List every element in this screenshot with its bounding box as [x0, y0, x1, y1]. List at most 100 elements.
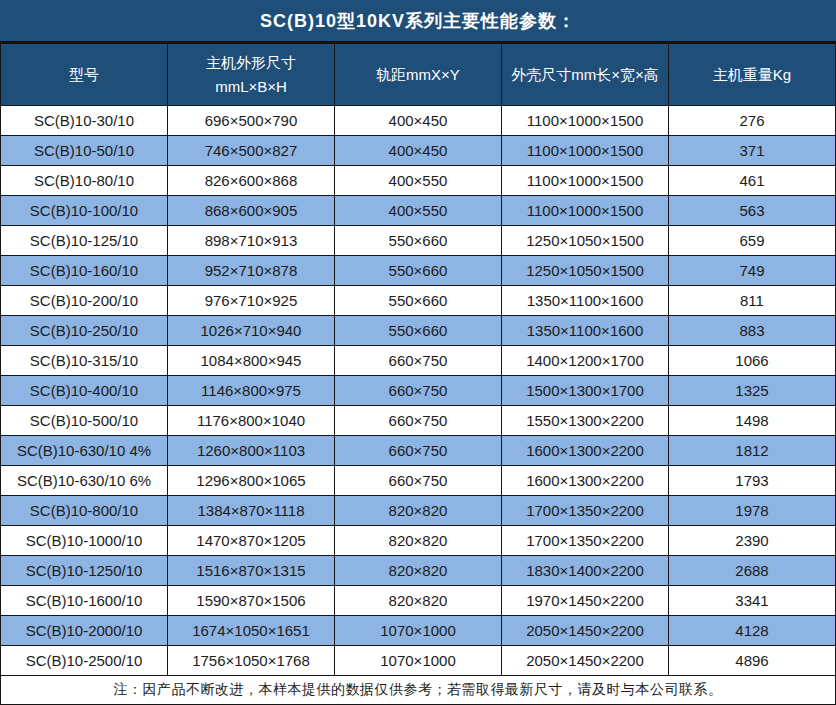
- table-row: SC(B)10-100/10868×600×905400×5501100×100…: [1, 196, 836, 226]
- cell-unit-dimensions: 1384×870×1118: [168, 496, 335, 526]
- cell-weight: 883: [669, 316, 836, 346]
- cell-model: SC(B)10-800/10: [1, 496, 168, 526]
- cell-rail-gauge: 820×820: [335, 526, 502, 556]
- cell-shell-dimensions: 2050×1450×2200: [502, 646, 669, 676]
- cell-weight: 811: [669, 286, 836, 316]
- cell-unit-dimensions: 1674×1050×1651: [168, 616, 335, 646]
- cell-model: SC(B)10-100/10: [1, 196, 168, 226]
- cell-rail-gauge: 550×660: [335, 316, 502, 346]
- table-row: SC(B)10-500/101176×800×1040660×7501550×1…: [1, 406, 836, 436]
- table-row: SC(B)10-400/101146×800×975660×7501500×13…: [1, 376, 836, 406]
- cell-model: SC(B)10-30/10: [1, 106, 168, 136]
- cell-shell-dimensions: 1830×1400×2200: [502, 556, 669, 586]
- cell-unit-dimensions: 1084×800×945: [168, 346, 335, 376]
- cell-rail-gauge: 660×750: [335, 376, 502, 406]
- table-row: SC(B)10-2000/101674×1050×16511070×100020…: [1, 616, 836, 646]
- header-row: 型号 主机外形尺寸 mmL×B×H 轨距mmX×Y 外壳尺寸mm长×宽×高 主机…: [1, 44, 836, 106]
- cell-unit-dimensions: 1176×800×1040: [168, 406, 335, 436]
- cell-unit-dimensions: 1260×800×1103: [168, 436, 335, 466]
- cell-weight: 1325: [669, 376, 836, 406]
- table-row: SC(B)10-200/10976×710×925550×6601350×110…: [1, 286, 836, 316]
- note-row: 注：因产品不断改进，本样本提供的数据仅供参考；若需取得最新尺寸，请及时与本公司联…: [1, 676, 836, 705]
- cell-rail-gauge: 660×750: [335, 436, 502, 466]
- table-row: SC(B)10-160/10952×710×878550×6601250×105…: [1, 256, 836, 286]
- table-row: SC(B)10-630/10 4%1260×800×1103660×750160…: [1, 436, 836, 466]
- cell-weight: 3341: [669, 586, 836, 616]
- table-row: SC(B)10-250/101026×710×940550×6601350×11…: [1, 316, 836, 346]
- cell-unit-dimensions: 976×710×925: [168, 286, 335, 316]
- cell-unit-dimensions: 696×500×790: [168, 106, 335, 136]
- cell-rail-gauge: 400×550: [335, 166, 502, 196]
- table-row: SC(B)10-30/10696×500×790400×4501100×1000…: [1, 106, 836, 136]
- cell-weight: 371: [669, 136, 836, 166]
- cell-weight: 2688: [669, 556, 836, 586]
- cell-weight: 1498: [669, 406, 836, 436]
- table-body: SC(B)10-30/10696×500×790400×4501100×1000…: [1, 106, 836, 676]
- cell-unit-dimensions: 952×710×878: [168, 256, 335, 286]
- table-row: SC(B)10-800/101384×870×1118820×8201700×1…: [1, 496, 836, 526]
- cell-shell-dimensions: 2050×1450×2200: [502, 616, 669, 646]
- cell-unit-dimensions: 1516×870×1315: [168, 556, 335, 586]
- cell-model: SC(B)10-200/10: [1, 286, 168, 316]
- cell-weight: 4896: [669, 646, 836, 676]
- cell-weight: 4128: [669, 616, 836, 646]
- cell-model: SC(B)10-500/10: [1, 406, 168, 436]
- cell-unit-dimensions: 1146×800×975: [168, 376, 335, 406]
- cell-weight: 659: [669, 226, 836, 256]
- header-model: 型号: [1, 44, 168, 106]
- cell-weight: 563: [669, 196, 836, 226]
- cell-shell-dimensions: 1600×1300×2200: [502, 436, 669, 466]
- cell-rail-gauge: 660×750: [335, 406, 502, 436]
- cell-rail-gauge: 1070×1000: [335, 646, 502, 676]
- cell-model: SC(B)10-400/10: [1, 376, 168, 406]
- cell-unit-dimensions: 1590×870×1506: [168, 586, 335, 616]
- table-row: SC(B)10-50/10746×500×827400×4501100×1000…: [1, 136, 836, 166]
- cell-rail-gauge: 820×820: [335, 586, 502, 616]
- cell-weight: 1978: [669, 496, 836, 526]
- cell-weight: 1793: [669, 466, 836, 496]
- spec-table: 型号 主机外形尺寸 mmL×B×H 轨距mmX×Y 外壳尺寸mm长×宽×高 主机…: [0, 43, 836, 705]
- table-row: SC(B)10-1250/101516×870×1315820×8201830×…: [1, 556, 836, 586]
- cell-rail-gauge: 400×550: [335, 196, 502, 226]
- table-header: 型号 主机外形尺寸 mmL×B×H 轨距mmX×Y 外壳尺寸mm长×宽×高 主机…: [1, 44, 836, 106]
- cell-rail-gauge: 400×450: [335, 136, 502, 166]
- table-row: SC(B)10-125/10898×710×913550×6601250×105…: [1, 226, 836, 256]
- cell-unit-dimensions: 1470×870×1205: [168, 526, 335, 556]
- cell-model: SC(B)10-250/10: [1, 316, 168, 346]
- cell-rail-gauge: 550×660: [335, 226, 502, 256]
- table-row: SC(B)10-1600/101590×870×1506820×8201970×…: [1, 586, 836, 616]
- cell-shell-dimensions: 1250×1050×1500: [502, 226, 669, 256]
- cell-shell-dimensions: 1500×1300×1700: [502, 376, 669, 406]
- cell-unit-dimensions: 1296×800×1065: [168, 466, 335, 496]
- cell-weight: 1066: [669, 346, 836, 376]
- cell-shell-dimensions: 1700×1350×2200: [502, 496, 669, 526]
- header-unit-dimensions: 主机外形尺寸 mmL×B×H: [168, 44, 335, 106]
- cell-unit-dimensions: 1026×710×940: [168, 316, 335, 346]
- cell-shell-dimensions: 1550×1300×2200: [502, 406, 669, 436]
- cell-model: SC(B)10-1000/10: [1, 526, 168, 556]
- cell-model: SC(B)10-2000/10: [1, 616, 168, 646]
- cell-model: SC(B)10-1250/10: [1, 556, 168, 586]
- page-title: SC(B)10型10KV系列主要性能参数：: [0, 0, 836, 43]
- cell-unit-dimensions: 826×600×868: [168, 166, 335, 196]
- table-row: SC(B)10-315/101084×800×945660×7501400×12…: [1, 346, 836, 376]
- header-rail-gauge: 轨距mmX×Y: [335, 44, 502, 106]
- cell-model: SC(B)10-630/10 6%: [1, 466, 168, 496]
- cell-shell-dimensions: 1100×1000×1500: [502, 166, 669, 196]
- cell-model: SC(B)10-160/10: [1, 256, 168, 286]
- cell-model: SC(B)10-2500/10: [1, 646, 168, 676]
- header-shell-dimensions: 外壳尺寸mm长×宽×高: [502, 44, 669, 106]
- table-row: SC(B)10-630/10 6%1296×800×1065660×750160…: [1, 466, 836, 496]
- cell-shell-dimensions: 1350×1100×1600: [502, 316, 669, 346]
- cell-rail-gauge: 550×660: [335, 286, 502, 316]
- cell-shell-dimensions: 1350×1100×1600: [502, 286, 669, 316]
- cell-weight: 2390: [669, 526, 836, 556]
- cell-model: SC(B)10-50/10: [1, 136, 168, 166]
- cell-unit-dimensions: 868×600×905: [168, 196, 335, 226]
- cell-shell-dimensions: 1600×1300×2200: [502, 466, 669, 496]
- cell-shell-dimensions: 1100×1000×1500: [502, 196, 669, 226]
- cell-weight: 461: [669, 166, 836, 196]
- cell-rail-gauge: 1070×1000: [335, 616, 502, 646]
- cell-weight: 276: [669, 106, 836, 136]
- table-row: SC(B)10-1000/101470×870×1205820×8201700×…: [1, 526, 836, 556]
